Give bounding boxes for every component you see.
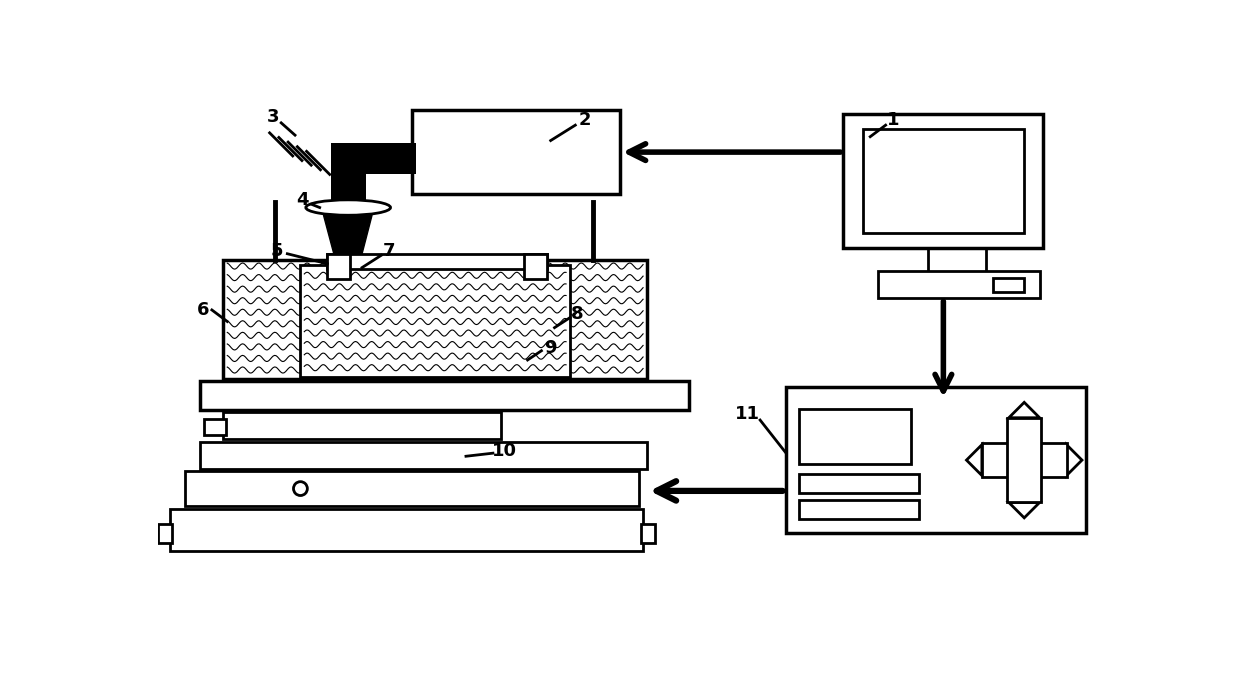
Bar <box>1007 417 1041 502</box>
Polygon shape <box>1009 502 1040 518</box>
Bar <box>300 265 570 377</box>
Polygon shape <box>1009 402 1040 417</box>
Bar <box>994 278 1025 293</box>
Bar <box>799 408 911 464</box>
Bar <box>223 260 647 380</box>
Polygon shape <box>323 215 372 308</box>
Text: 8: 8 <box>571 305 584 323</box>
Bar <box>170 509 643 551</box>
Bar <box>327 254 546 269</box>
Bar <box>1007 443 1041 477</box>
Bar <box>327 254 351 279</box>
Polygon shape <box>966 444 981 475</box>
Bar <box>799 474 919 493</box>
Bar <box>524 254 546 279</box>
Bar <box>331 143 366 202</box>
Text: 10: 10 <box>492 442 517 460</box>
Bar <box>223 413 501 440</box>
Text: 1: 1 <box>887 111 900 129</box>
Bar <box>413 110 620 195</box>
Bar <box>335 143 416 174</box>
Text: 4: 4 <box>296 191 309 209</box>
Text: 7: 7 <box>383 241 395 259</box>
Ellipse shape <box>306 200 390 215</box>
Text: 9: 9 <box>544 339 556 357</box>
Bar <box>844 114 1043 248</box>
Polygon shape <box>1067 444 1082 475</box>
Bar <box>878 271 1040 298</box>
Text: 2: 2 <box>579 111 591 129</box>
Bar <box>204 419 225 435</box>
Bar <box>786 387 1085 533</box>
Text: 6: 6 <box>197 301 209 319</box>
Bar <box>799 500 919 520</box>
Bar <box>201 442 647 469</box>
Text: 11: 11 <box>735 405 760 423</box>
Text: 5: 5 <box>271 241 284 259</box>
Bar <box>201 381 689 410</box>
Bar <box>862 129 1025 233</box>
Text: 3: 3 <box>268 108 280 126</box>
Bar <box>981 443 1067 477</box>
Bar <box>185 471 639 506</box>
Bar <box>641 524 654 543</box>
Bar <box>159 524 172 543</box>
